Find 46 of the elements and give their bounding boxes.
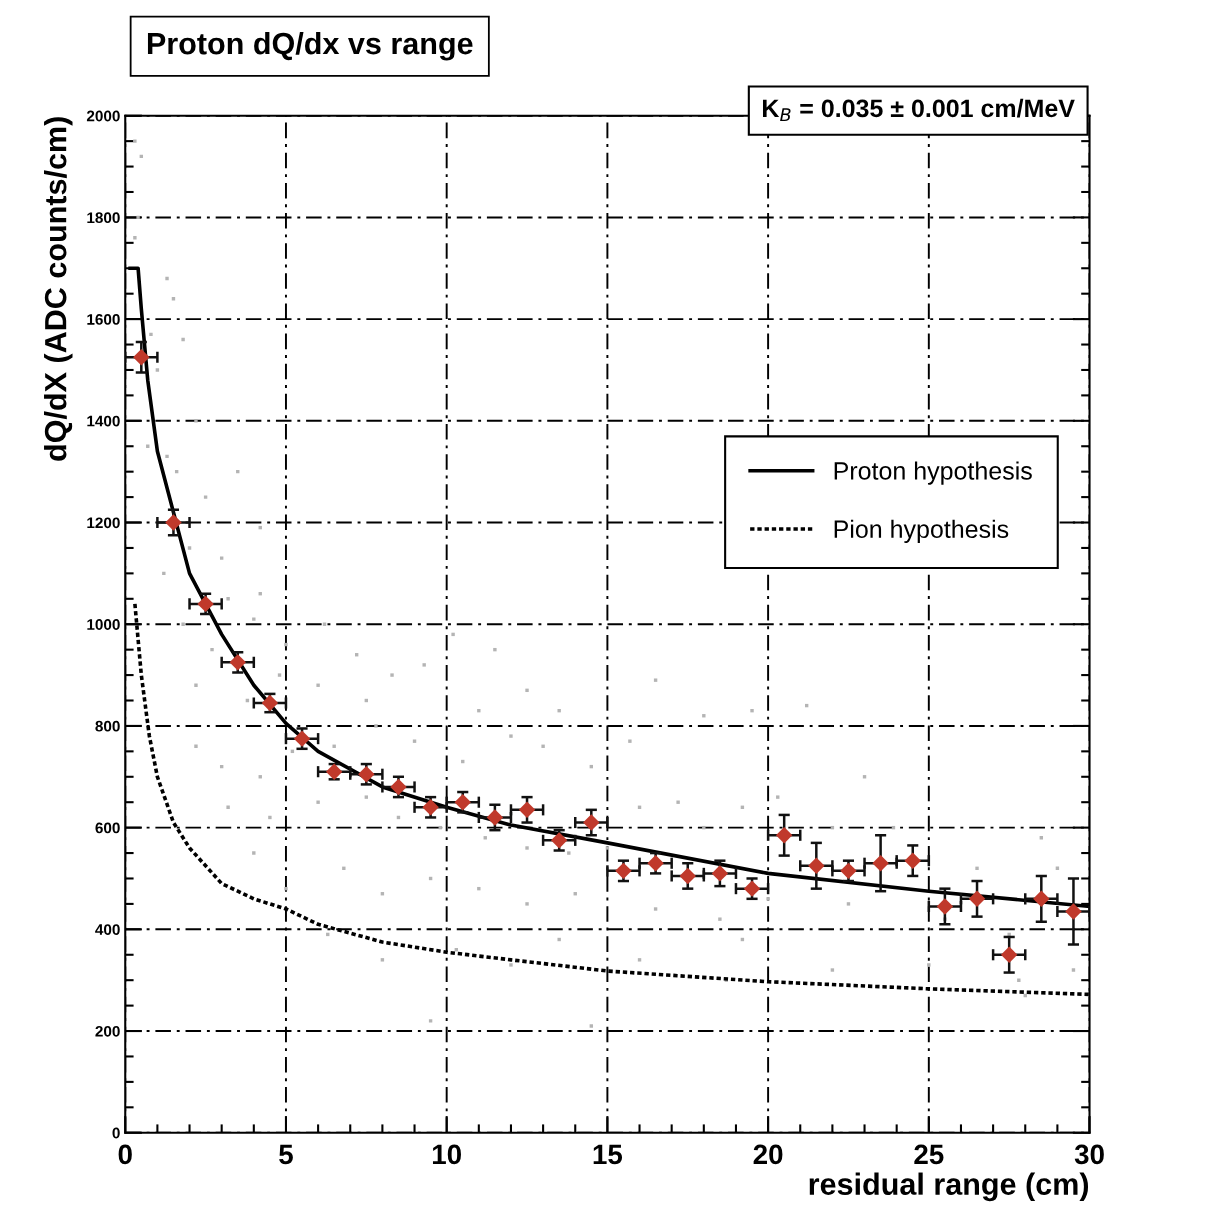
point (486, 809, 504, 826)
annotation: K$_{B}$ = 0.035 ± 0.001 cm/MeV (762, 98, 1075, 122)
point (968, 890, 986, 908)
point (293, 730, 311, 747)
point (711, 865, 729, 882)
point (1065, 903, 1082, 920)
point (165, 514, 182, 531)
point (358, 766, 375, 783)
x-tick-label: 5 (279, 1144, 293, 1165)
y-tick-label: 1200 (87, 517, 120, 529)
point (775, 827, 793, 844)
point (647, 855, 664, 872)
point (808, 857, 825, 874)
point (550, 832, 568, 849)
point (1033, 890, 1050, 908)
x-tick-label: 20 (753, 1144, 783, 1165)
legend-label: Pion hypothesis (834, 519, 1009, 543)
y-tick-label: 400 (95, 924, 120, 936)
point (936, 898, 954, 915)
legend-label: Proton hypothesis (834, 461, 1032, 485)
y-tick-label: 0 (112, 1127, 120, 1139)
x-tick-label: 10 (432, 1144, 461, 1165)
y-tick-label: 1600 (87, 313, 120, 325)
point (679, 867, 696, 885)
y-tick-label: 2000 (86, 110, 120, 122)
point (422, 799, 439, 816)
y-tick-label: 1000 (87, 619, 120, 630)
y-axis-title: dQ/dX (ADC counts/cm) (44, 117, 73, 461)
x-axis-title: residual range (cm) (809, 1172, 1089, 1202)
y-tick-label: 600 (95, 822, 120, 834)
x-tick-label: 30 (1074, 1144, 1104, 1165)
point (872, 855, 889, 872)
point (904, 852, 921, 869)
y-tick-label: 1800 (87, 212, 120, 224)
point (518, 801, 536, 819)
y-tick-label: 1400 (87, 415, 120, 427)
y-tick-label: 800 (95, 720, 120, 732)
point (1000, 946, 1018, 963)
point (743, 880, 761, 897)
x-tick-label: 15 (593, 1144, 623, 1165)
point (583, 814, 600, 831)
chart-title: Proton dQ/dx vs range (147, 31, 473, 61)
y-tick-label: 200 (95, 1025, 120, 1037)
point (229, 654, 246, 671)
point (133, 349, 150, 366)
x-tick-label: 25 (914, 1144, 944, 1165)
